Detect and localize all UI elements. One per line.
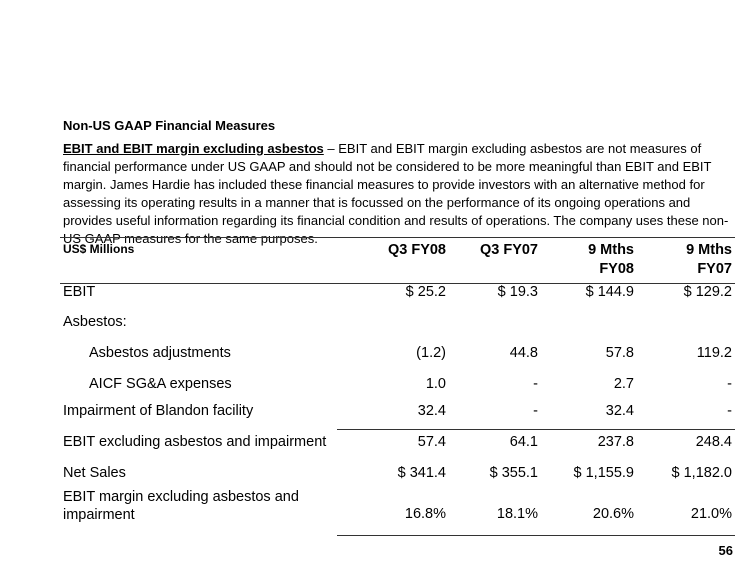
table-cell: -	[727, 403, 732, 419]
table-cell: 119.2	[696, 345, 732, 361]
table-cell: -	[533, 376, 538, 392]
table-cell: -	[727, 376, 732, 392]
column-header: 9 Mths FY07	[686, 241, 732, 279]
row-label: Impairment of Blandon facility	[63, 403, 254, 419]
section-title: Non-US GAAP Financial Measures	[63, 118, 276, 133]
dash: –	[323, 141, 339, 156]
table-cell: $ 341.4	[397, 465, 446, 481]
table-cell: 18.1%	[496, 506, 538, 522]
row-label: Net Sales	[63, 465, 126, 481]
row-label: EBIT	[63, 284, 96, 300]
table-top-rule	[60, 237, 735, 238]
table-cell: 32.4	[417, 403, 446, 419]
table-cell: 2.7	[613, 376, 634, 392]
column-header: Q3 FY07	[480, 241, 538, 260]
row-label: EBIT margin excluding asbestos and impai…	[63, 489, 299, 523]
row-label: Asbestos:	[63, 314, 127, 330]
row-label: EBIT excluding asbestos and impairment	[63, 434, 327, 450]
table-cell: $ 1,182.0	[671, 465, 732, 481]
table-cell: $ 25.2	[405, 284, 446, 300]
table-cell: 44.8	[509, 345, 538, 361]
table-cell: $ 129.2	[683, 284, 732, 300]
table-cell: 237.8	[597, 434, 634, 450]
column-header-line: Q3 FY08	[387, 242, 446, 258]
column-header-line: 9 Mths	[588, 242, 634, 258]
table-cell: $ 19.3	[497, 284, 538, 300]
table-cell: $ 355.1	[489, 465, 538, 481]
table-bottom-rule	[337, 535, 735, 536]
table-cell: 1.0	[425, 376, 446, 392]
paragraph-lead: EBIT and EBIT margin excluding asbestos	[63, 141, 324, 156]
header-rule	[60, 283, 735, 284]
row-label: Asbestos adjustments	[89, 345, 231, 361]
table-cell: 64.1	[509, 434, 538, 450]
table-cell: 248.4	[695, 434, 732, 450]
column-header-line: 9 Mths	[686, 242, 732, 258]
paragraph-body: EBIT and EBIT margin excluding asbestos …	[63, 141, 729, 246]
row-label: AICF SG&A expenses	[89, 376, 232, 392]
table-cell: 21.0%	[690, 506, 732, 522]
unit-label: US$ Millions	[63, 242, 135, 256]
table-cell: $ 144.9	[585, 284, 634, 300]
column-header-line: Q3 FY07	[479, 242, 538, 258]
table-cell: 16.8%	[404, 506, 446, 522]
subtotal-rule	[337, 429, 735, 430]
table-cell: 57.4	[417, 434, 446, 450]
column-header: Q3 FY08	[388, 241, 446, 260]
column-header: 9 Mths FY08	[588, 241, 634, 279]
page-number: 56	[718, 543, 733, 558]
column-header-line: FY07	[697, 261, 732, 277]
table-cell: 57.8	[605, 345, 634, 361]
table-cell: 32.4	[605, 403, 634, 419]
table-cell: (1.2)	[416, 345, 446, 361]
description-paragraph: EBIT and EBIT margin excluding asbestos …	[63, 140, 739, 248]
table-cell: 20.6%	[592, 506, 634, 522]
table-cell: $ 1,155.9	[573, 465, 634, 481]
column-header-line: FY08	[599, 261, 634, 277]
table-cell: -	[533, 403, 538, 419]
